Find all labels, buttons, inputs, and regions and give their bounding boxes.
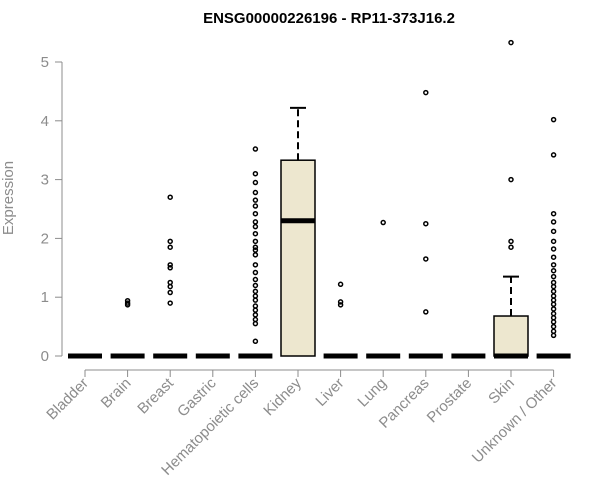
y-tick-label: 1 bbox=[41, 289, 49, 306]
outlier-point bbox=[550, 219, 557, 225]
outlier-point bbox=[167, 244, 173, 250]
outlier-point bbox=[508, 238, 514, 245]
y-axis: 0 1 2 3 4 5 bbox=[41, 54, 63, 365]
outlier-point bbox=[252, 223, 259, 230]
outlier-point bbox=[550, 254, 557, 260]
y-tick-label: 0 bbox=[41, 348, 49, 365]
outlier-point bbox=[252, 244, 259, 250]
box-body bbox=[493, 315, 529, 357]
outlier-point bbox=[550, 152, 557, 158]
box-skin bbox=[493, 39, 529, 359]
x-tick-label: Lung bbox=[354, 375, 390, 411]
outlier-point bbox=[550, 238, 557, 245]
outlier-point bbox=[380, 219, 386, 226]
outlier-point bbox=[550, 116, 557, 123]
outlier-point bbox=[508, 39, 514, 46]
outlier-point bbox=[252, 262, 259, 268]
y-axis-label: Expression bbox=[0, 161, 17, 235]
outlier-point bbox=[550, 323, 557, 330]
x-tick-label: Kidney bbox=[260, 374, 305, 419]
outlier-point bbox=[550, 210, 557, 217]
outlier-point bbox=[550, 279, 557, 286]
outlier-point bbox=[124, 300, 131, 306]
outlier-point bbox=[550, 310, 557, 317]
outlier-point bbox=[252, 269, 259, 276]
x-tick-label: Bladder bbox=[43, 375, 92, 424]
outlier-point bbox=[252, 197, 259, 203]
outlier-point bbox=[550, 328, 557, 335]
y-tick-label: 3 bbox=[41, 172, 49, 189]
outlier-point bbox=[167, 194, 173, 200]
outlier-point bbox=[252, 282, 259, 289]
outlier-point bbox=[550, 273, 557, 280]
outlier-point bbox=[252, 316, 259, 323]
outlier-point bbox=[252, 312, 259, 318]
outlier-point bbox=[167, 300, 173, 306]
outlier-point bbox=[508, 244, 514, 250]
outlier-point bbox=[337, 299, 344, 305]
outlier-point bbox=[124, 297, 131, 304]
outlier-point bbox=[508, 176, 514, 183]
outlier-point bbox=[252, 238, 259, 245]
outlier-point bbox=[252, 203, 259, 209]
y-tick-label: 4 bbox=[41, 113, 49, 130]
outlier-point bbox=[167, 289, 173, 296]
box-liver bbox=[323, 281, 358, 359]
outlier-point bbox=[167, 279, 173, 286]
x-tick-label: Skin bbox=[485, 375, 518, 408]
outlier-point bbox=[252, 252, 259, 258]
outlier-point bbox=[550, 246, 557, 252]
outlier-point bbox=[550, 262, 557, 268]
outlier-point bbox=[252, 210, 259, 217]
outlier-point bbox=[167, 265, 173, 271]
outlier-point bbox=[252, 293, 259, 299]
x-tick-label: Breast bbox=[134, 374, 177, 417]
box-series bbox=[68, 39, 571, 359]
x-tick-label: Prostate bbox=[424, 375, 476, 427]
outlier-point bbox=[337, 302, 344, 308]
outlier-point bbox=[423, 309, 429, 315]
outlier-point bbox=[252, 170, 259, 177]
box-lung bbox=[366, 219, 401, 359]
box-hematopoietic-cells bbox=[238, 146, 273, 359]
outlier-point bbox=[252, 288, 259, 295]
outlier-point bbox=[252, 179, 259, 186]
outlier-point bbox=[550, 267, 557, 274]
outlier-point bbox=[252, 303, 259, 309]
box-breast bbox=[153, 194, 188, 359]
outlier-point bbox=[167, 262, 173, 268]
y-tick-label: 2 bbox=[41, 230, 49, 247]
outlier-point bbox=[252, 276, 259, 283]
outlier-point bbox=[252, 247, 259, 253]
outlier-point bbox=[423, 256, 429, 262]
outlier-point bbox=[252, 189, 259, 196]
outlier-point bbox=[252, 146, 259, 152]
outlier-point bbox=[252, 219, 259, 225]
box-body bbox=[280, 159, 316, 357]
outlier-point bbox=[167, 238, 173, 245]
outlier-point bbox=[252, 338, 259, 345]
y-tick-label: 5 bbox=[41, 54, 49, 71]
outlier-point bbox=[337, 281, 344, 288]
outlier-point bbox=[423, 89, 429, 96]
box-pancreas bbox=[408, 89, 443, 359]
box-kidney bbox=[280, 106, 316, 357]
box-brain bbox=[110, 297, 145, 359]
outlier-point bbox=[550, 228, 557, 235]
outlier-point bbox=[550, 293, 557, 299]
box-unknown-other bbox=[536, 116, 571, 359]
outlier-point bbox=[252, 230, 259, 237]
outlier-point bbox=[423, 220, 429, 227]
x-tick-label: Brain bbox=[98, 375, 135, 412]
outlier-point bbox=[550, 306, 557, 312]
chart-title: ENSG00000226196 - RP11-373J16.2 bbox=[203, 10, 455, 27]
outlier-point bbox=[550, 288, 557, 295]
x-tick-label: Liver bbox=[312, 375, 347, 410]
